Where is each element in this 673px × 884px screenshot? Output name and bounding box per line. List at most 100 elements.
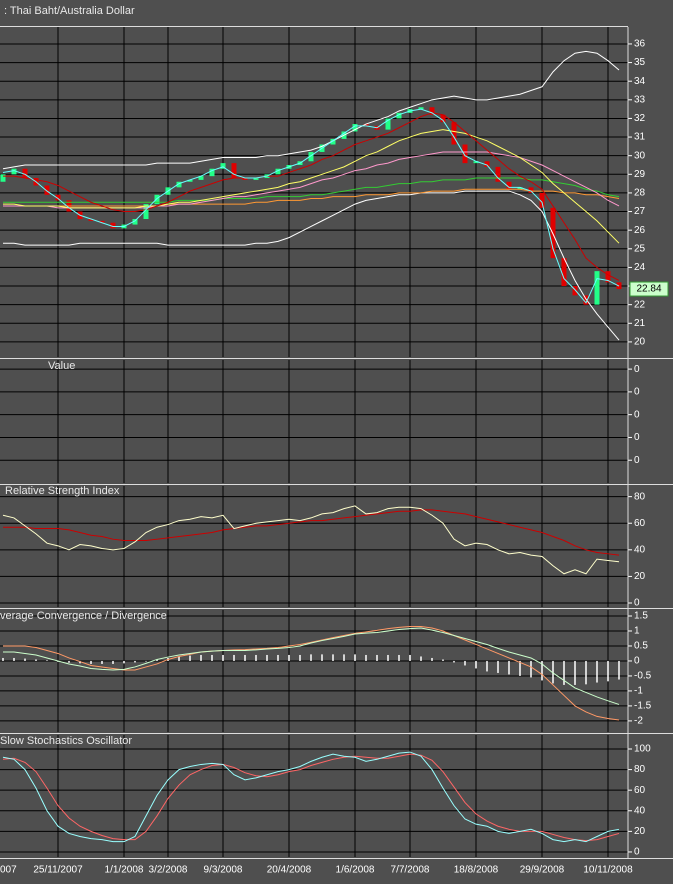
candle: [275, 168, 281, 175]
histogram-bar: [101, 660, 103, 664]
y-tick-label: 21: [634, 318, 646, 329]
y-tick-label: 60: [634, 785, 646, 796]
candle: [220, 163, 226, 169]
y-tick-label: 0: [634, 409, 640, 420]
y-tick-label: 40: [634, 544, 646, 555]
panel-title: Slow Stochastics Oscillator: [0, 735, 132, 747]
histogram-bar: [596, 660, 598, 683]
line-series: [3, 188, 620, 207]
candle: [143, 204, 149, 220]
histogram-bar: [387, 654, 389, 661]
candle: [187, 179, 193, 182]
y-tick-label: 33: [634, 94, 646, 105]
histogram-bar: [123, 660, 125, 664]
histogram-bar: [68, 660, 70, 663]
line-series: [3, 112, 620, 281]
histogram-bar: [475, 660, 477, 669]
candle: [198, 176, 204, 180]
histogram-bar: [497, 660, 499, 673]
y-tick-label: 25: [634, 243, 646, 254]
panel: [0, 27, 628, 357]
candle: [462, 144, 468, 164]
line-series: [2, 108, 620, 304]
histogram-bar: [35, 659, 37, 661]
candle: [231, 163, 237, 179]
candle: [385, 118, 391, 130]
candle: [528, 187, 534, 193]
candle: [583, 295, 589, 305]
x-tick-label: 29/9/2008: [520, 865, 565, 876]
panel-title: : Thai Baht/Australia Dollar: [4, 5, 135, 17]
histogram-bar: [200, 654, 202, 661]
histogram-bar: [321, 654, 323, 661]
histogram-bar: [145, 660, 147, 662]
histogram-bar: [255, 654, 257, 661]
histogram-bar: [244, 654, 246, 661]
line-series: [2, 753, 620, 842]
line-series: [3, 625, 620, 721]
candle: [451, 122, 457, 145]
line-series: [2, 505, 620, 575]
candle: [440, 114, 446, 123]
histogram-bar: [134, 660, 136, 663]
line-series: [3, 627, 620, 705]
histogram-bar: [354, 654, 356, 661]
histogram-bar: [2, 657, 4, 661]
histogram-bar: [409, 654, 411, 661]
histogram-bar: [552, 660, 554, 684]
histogram-bar: [288, 654, 290, 661]
candle: [605, 271, 611, 283]
x-tick-label: 007: [0, 865, 17, 876]
candle: [594, 271, 600, 305]
candle: [506, 181, 512, 190]
histogram-bar: [420, 656, 422, 661]
y-tick-label: 100: [634, 744, 651, 755]
x-tick-label: 20/4/2008: [267, 865, 312, 876]
histogram-bar: [376, 654, 378, 661]
histogram-bar: [332, 654, 334, 661]
candle: [495, 166, 501, 182]
y-tick-label: 0: [634, 387, 640, 398]
x-tick-label: 1/6/2008: [336, 865, 375, 876]
candle: [176, 181, 182, 188]
histogram-bar: [13, 657, 15, 661]
y-tick-label: 31: [634, 132, 646, 143]
histogram-bar: [299, 654, 301, 661]
y-tick-label: 26: [634, 225, 646, 236]
histogram-bar: [343, 654, 345, 661]
candle: [484, 161, 490, 167]
histogram-bar: [519, 660, 521, 676]
candle: [253, 178, 259, 180]
candle: [363, 124, 369, 126]
candle: [572, 286, 578, 296]
y-tick-label: -2: [634, 716, 643, 727]
histogram-bar: [156, 659, 158, 661]
y-tick-label: 20: [634, 826, 646, 837]
y-tick-label: 32: [634, 113, 646, 124]
y-tick-label: 0: [634, 455, 640, 466]
y-tick-label: -1: [634, 686, 643, 697]
candle: [242, 178, 248, 180]
y-tick-label: 35: [634, 57, 646, 68]
candle: [308, 151, 314, 162]
candle: [55, 194, 61, 201]
line-series: [2, 50, 620, 170]
x-tick-label: 10/11/2008: [583, 865, 633, 876]
line-series: [2, 751, 620, 843]
y-tick-label: 0: [634, 847, 640, 858]
candle: [99, 220, 105, 223]
x-tick-label: 25/11/2007: [33, 865, 83, 876]
y-tick-label: 0: [634, 432, 640, 443]
y-tick-label: 27: [634, 206, 646, 217]
y-tick-label: 0: [634, 656, 640, 667]
candle: [396, 112, 402, 119]
histogram-bar: [508, 660, 510, 675]
x-tick-label: 3/2/2008: [149, 865, 188, 876]
histogram-bar: [222, 654, 224, 661]
line-series: [3, 509, 620, 556]
y-tick-label: 24: [634, 262, 646, 273]
histogram-bar: [530, 660, 532, 678]
y-tick-label: 0.5: [634, 641, 648, 652]
candle: [352, 124, 358, 132]
